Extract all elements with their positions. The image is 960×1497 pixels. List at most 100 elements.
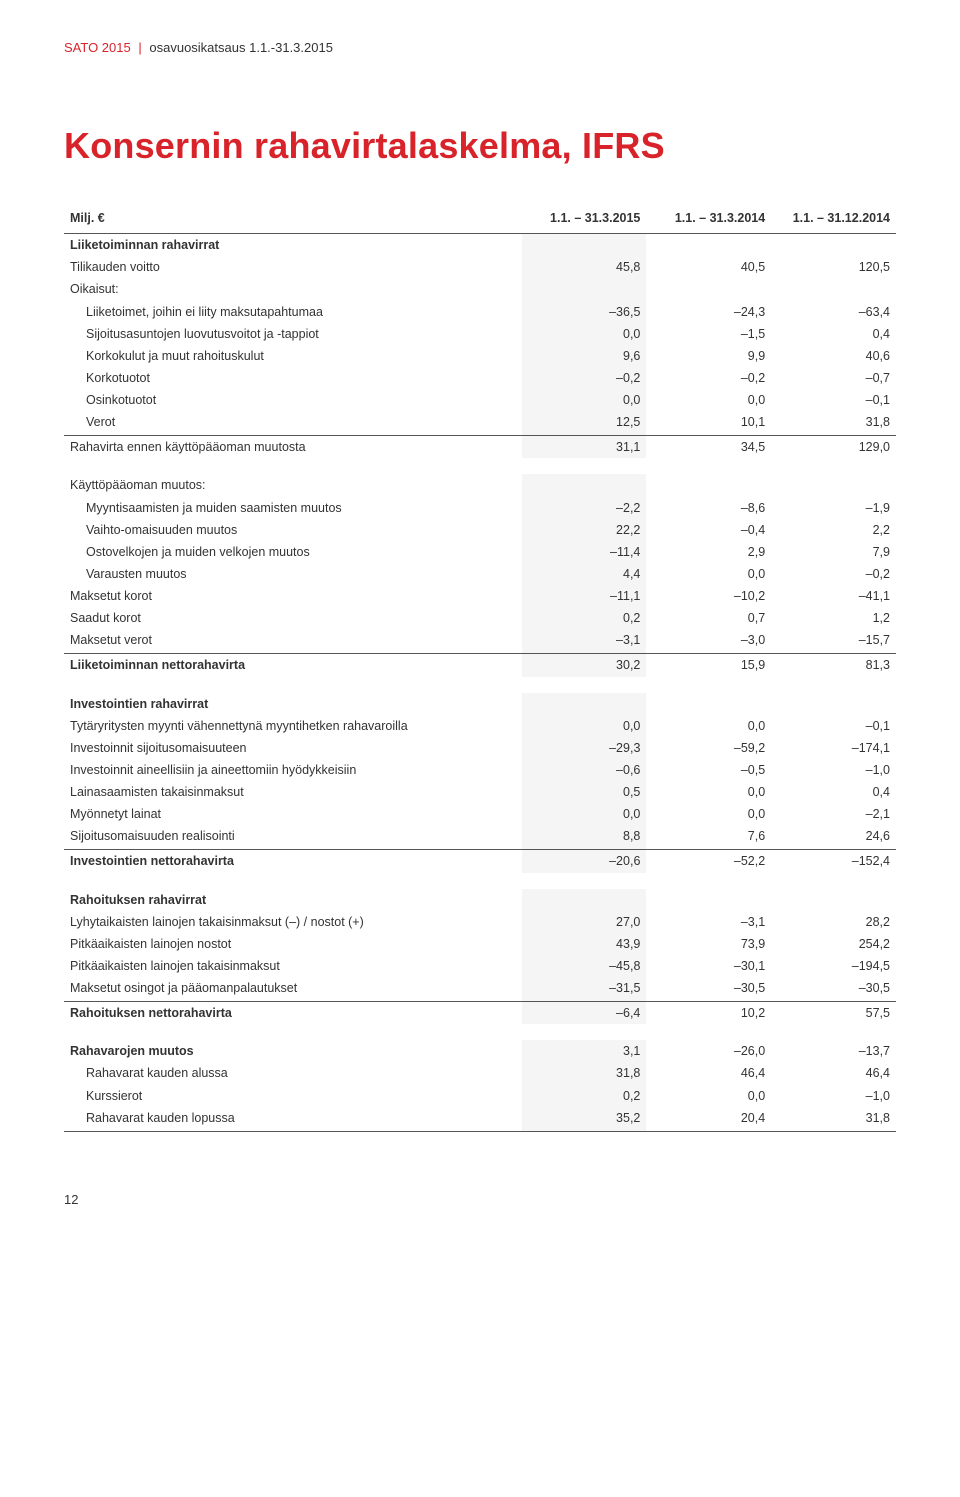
row-value: –30,5 xyxy=(646,977,771,1002)
row-value xyxy=(771,234,896,257)
row-label: Rahavirta ennen käyttöpääoman muutosta xyxy=(64,436,522,459)
row-value: –1,0 xyxy=(771,1085,896,1107)
table-row: Investoinnit aineellisiin ja aineettomii… xyxy=(64,759,896,781)
row-value: –6,4 xyxy=(522,1002,647,1025)
row-value: –0,1 xyxy=(771,715,896,737)
period-header-1: 1.1. – 31.3.2015 xyxy=(522,207,647,234)
row-value: 31,8 xyxy=(771,411,896,436)
row-label: Korkokulut ja muut rahoituskulut xyxy=(64,345,522,367)
table-row: Vaihto-omaisuuden muutos22,2–0,42,2 xyxy=(64,519,896,541)
row-value: –3,1 xyxy=(522,629,647,654)
row-label: Myönnetyt lainat xyxy=(64,803,522,825)
row-label: Rahavarojen muutos xyxy=(64,1040,522,1062)
row-label: Tilikauden voitto xyxy=(64,256,522,278)
row-value: 34,5 xyxy=(646,436,771,459)
row-value: –59,2 xyxy=(646,737,771,759)
row-value: –63,4 xyxy=(771,301,896,323)
row-label: Saadut korot xyxy=(64,607,522,629)
row-value: –45,8 xyxy=(522,955,647,977)
row-value: –15,7 xyxy=(771,629,896,654)
table-row: Oikaisut: xyxy=(64,278,896,300)
page-title: Konsernin rahavirtalaskelma, IFRS xyxy=(64,125,896,167)
row-value: 45,8 xyxy=(522,256,647,278)
row-label: Lyhytaikaisten lainojen takaisinmaksut (… xyxy=(64,911,522,933)
table-header-row: Milj. € 1.1. – 31.3.2015 1.1. – 31.3.201… xyxy=(64,207,896,234)
row-value: –24,3 xyxy=(646,301,771,323)
row-label: Maksetut osingot ja pääomanpalautukset xyxy=(64,977,522,1002)
table-row: Investointien rahavirrat xyxy=(64,693,896,715)
table-row: Liiketoiminnan nettorahavirta30,215,981,… xyxy=(64,654,896,677)
row-value: 120,5 xyxy=(771,256,896,278)
table-row: Rahavarat kauden lopussa35,220,431,8 xyxy=(64,1107,896,1132)
row-value: 0,7 xyxy=(646,607,771,629)
row-value: –0,2 xyxy=(646,367,771,389)
row-label: Käyttöpääoman muutos: xyxy=(64,474,522,496)
row-value: –0,6 xyxy=(522,759,647,781)
row-value: –1,0 xyxy=(771,759,896,781)
row-value: 0,0 xyxy=(646,803,771,825)
row-value: –52,2 xyxy=(646,850,771,873)
row-value: 0,0 xyxy=(522,323,647,345)
row-value: 0,2 xyxy=(522,1085,647,1107)
row-value: 10,2 xyxy=(646,1002,771,1025)
row-value: 0,2 xyxy=(522,607,647,629)
row-value: –11,4 xyxy=(522,541,647,563)
row-value: 9,6 xyxy=(522,345,647,367)
row-value: 0,0 xyxy=(646,563,771,585)
row-value: –0,2 xyxy=(771,563,896,585)
cashflow-table: Milj. € 1.1. – 31.3.2015 1.1. – 31.3.201… xyxy=(64,207,896,1132)
row-value: –1,9 xyxy=(771,497,896,519)
row-value: –8,6 xyxy=(646,497,771,519)
row-value: –30,1 xyxy=(646,955,771,977)
row-value: 2,2 xyxy=(771,519,896,541)
table-row: Käyttöpääoman muutos: xyxy=(64,474,896,496)
table-row: Rahavarat kauden alussa31,846,446,4 xyxy=(64,1062,896,1084)
row-value xyxy=(771,889,896,911)
table-row: Rahoituksen nettorahavirta–6,410,257,5 xyxy=(64,1002,896,1025)
row-label: Ostovelkojen ja muiden velkojen muutos xyxy=(64,541,522,563)
row-value: 24,6 xyxy=(771,825,896,850)
spacer-row xyxy=(64,873,896,889)
table-row: Sijoitusomaisuuden realisointi8,87,624,6 xyxy=(64,825,896,850)
row-value: 31,1 xyxy=(522,436,647,459)
table-row: Varausten muutos4,40,0–0,2 xyxy=(64,563,896,585)
row-value: 0,0 xyxy=(646,781,771,803)
table-row: Liiketoimet, joihin ei liity maksutapaht… xyxy=(64,301,896,323)
row-value: 43,9 xyxy=(522,933,647,955)
row-value: –152,4 xyxy=(771,850,896,873)
row-value xyxy=(646,693,771,715)
row-value: 129,0 xyxy=(771,436,896,459)
row-value: –10,2 xyxy=(646,585,771,607)
spacer-row xyxy=(64,458,896,474)
row-value: –194,5 xyxy=(771,955,896,977)
row-value xyxy=(771,474,896,496)
row-value: –3,0 xyxy=(646,629,771,654)
row-value: 40,5 xyxy=(646,256,771,278)
row-label: Oikaisut: xyxy=(64,278,522,300)
row-value: –11,1 xyxy=(522,585,647,607)
table-row: Rahavirta ennen käyttöpääoman muutosta31… xyxy=(64,436,896,459)
row-value xyxy=(646,278,771,300)
row-value: 0,0 xyxy=(646,1085,771,1107)
table-row: Pitkäaikaisten lainojen nostot43,973,925… xyxy=(64,933,896,955)
page-number: 12 xyxy=(64,1192,896,1207)
row-value: 0,4 xyxy=(771,323,896,345)
row-value: 0,5 xyxy=(522,781,647,803)
row-value: 0,0 xyxy=(522,389,647,411)
row-label: Myyntisaamisten ja muiden saamisten muut… xyxy=(64,497,522,519)
page: SATO 2015 | osavuosikatsaus 1.1.-31.3.20… xyxy=(0,0,960,1257)
document-header: SATO 2015 | osavuosikatsaus 1.1.-31.3.20… xyxy=(64,40,896,55)
row-value: 10,1 xyxy=(646,411,771,436)
table-row: Myyntisaamisten ja muiden saamisten muut… xyxy=(64,497,896,519)
row-label: Kurssierot xyxy=(64,1085,522,1107)
row-value: –36,5 xyxy=(522,301,647,323)
table-row: Pitkäaikaisten lainojen takaisinmaksut–4… xyxy=(64,955,896,977)
table-row: Verot12,510,131,8 xyxy=(64,411,896,436)
row-value: 3,1 xyxy=(522,1040,647,1062)
row-value: –174,1 xyxy=(771,737,896,759)
table-row: Tytäryritysten myynti vähennettynä myynt… xyxy=(64,715,896,737)
row-value: 9,9 xyxy=(646,345,771,367)
table-row: Investointien nettorahavirta–20,6–52,2–1… xyxy=(64,850,896,873)
row-value: 27,0 xyxy=(522,911,647,933)
row-label: Sijoitusomaisuuden realisointi xyxy=(64,825,522,850)
